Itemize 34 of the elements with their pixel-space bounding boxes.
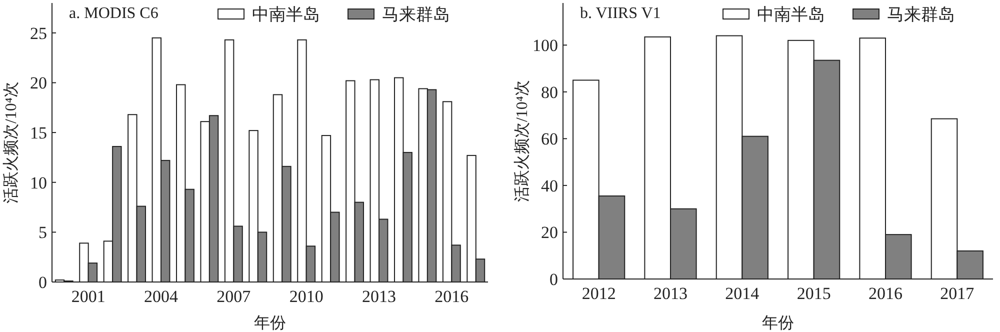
x-tick-label: 2004 (144, 287, 178, 306)
y-tick-label: 80 (541, 82, 558, 102)
y-tick-label: 40 (541, 176, 558, 196)
y-tick-label: 0 (550, 270, 558, 289)
y-tick-label: 15 (30, 124, 47, 143)
y-tick-label: 10 (30, 173, 47, 192)
x-tick-label: 2001 (71, 287, 106, 306)
legend-label: 中南半岛 (252, 5, 320, 24)
chart-title: b. VIIRS V1 (580, 5, 661, 22)
y-tick-label: 20 (541, 223, 558, 242)
x-tick-label: 2014 (725, 284, 760, 303)
x-tick-label: 2017 (940, 284, 975, 303)
y-tick-label: 25 (30, 24, 47, 43)
x-tick-label: 2016 (434, 287, 469, 306)
x-tick-label: 2012 (582, 284, 616, 303)
y-tick-label: 5 (38, 223, 47, 242)
legend-label: 马来群岛 (382, 5, 450, 24)
x-tick-label: 2007 (216, 287, 252, 306)
y-axis-title: 活跃火频次/10⁴次 (2, 81, 20, 204)
y-tick-label: 100 (532, 36, 558, 56)
x-axis-title: 年份 (762, 315, 794, 332)
x-tick-label: 2013 (362, 287, 396, 306)
y-tick-label: 0 (38, 273, 47, 292)
x-tick-label: 2010 (289, 287, 324, 306)
x-axis-title: 年份 (254, 315, 286, 332)
y-axis-title: 活跃火频次/10⁴次 (513, 80, 531, 202)
chart-title: a. MODIS C6 (69, 5, 158, 22)
x-tick-label: 2015 (796, 284, 831, 303)
legend-label: 马来群岛 (887, 5, 955, 24)
y-tick-label: 20 (30, 74, 47, 93)
y-tick-label: 60 (541, 130, 558, 149)
x-tick-label: 2013 (654, 284, 688, 303)
legend-label: 中南半岛 (757, 5, 825, 24)
x-tick-label: 2016 (868, 284, 902, 303)
